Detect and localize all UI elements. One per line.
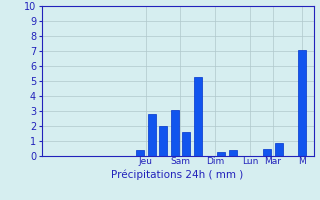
Bar — [148, 114, 156, 156]
Bar — [182, 132, 190, 156]
Bar — [263, 148, 271, 156]
X-axis label: Précipitations 24h ( mm ): Précipitations 24h ( mm ) — [111, 169, 244, 180]
Bar — [136, 150, 144, 156]
Bar — [228, 150, 236, 156]
Bar — [194, 76, 202, 156]
Bar — [275, 142, 283, 156]
Bar — [217, 152, 225, 156]
Bar — [298, 49, 306, 156]
Bar — [171, 110, 179, 156]
Bar — [159, 126, 167, 156]
